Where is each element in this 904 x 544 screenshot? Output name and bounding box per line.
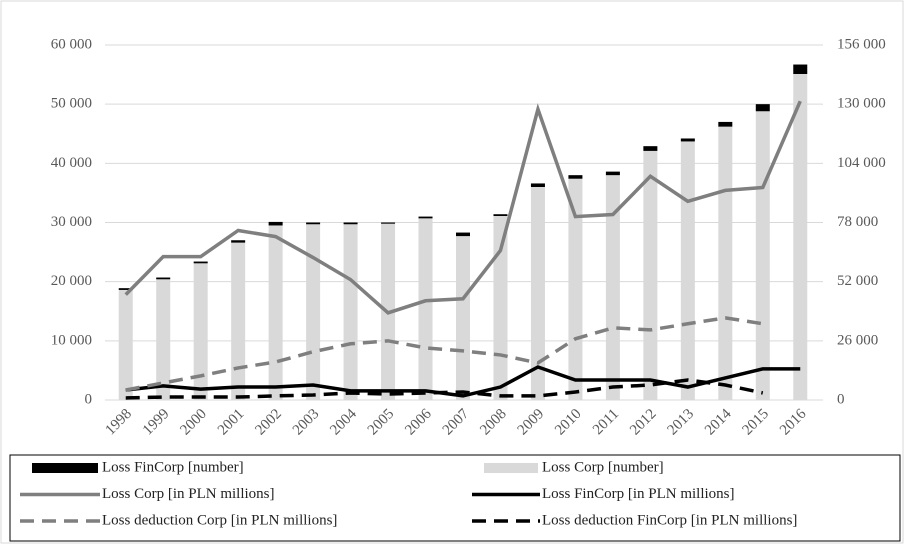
y2-tick-label: 78 000 xyxy=(837,214,878,230)
bar xyxy=(306,222,321,225)
legend-label: Loss FinCorp [in PLN millions] xyxy=(542,486,735,502)
bar xyxy=(793,73,808,400)
bar xyxy=(568,175,583,179)
bar xyxy=(456,232,470,237)
bar xyxy=(568,178,583,400)
legend-label: Loss FinCorp [number] xyxy=(102,459,244,475)
bar xyxy=(268,221,283,226)
bar xyxy=(118,289,133,400)
bar xyxy=(118,288,133,290)
bar xyxy=(156,279,171,400)
y2-tick-label: 0 xyxy=(837,391,845,407)
legend-label: Loss Corp [number] xyxy=(542,459,664,475)
bar xyxy=(343,222,358,225)
bar xyxy=(456,236,470,400)
bar xyxy=(680,141,695,401)
y-tick-label: 60 000 xyxy=(51,36,92,52)
y2-tick-label: 130 000 xyxy=(837,96,886,112)
legend-label: Loss deduction Corp [in PLN millions] xyxy=(102,512,337,528)
bar xyxy=(418,218,433,400)
bar xyxy=(193,261,208,264)
y2-tick-label: 26 000 xyxy=(837,332,878,348)
bar xyxy=(418,216,433,219)
bar xyxy=(755,111,770,401)
bar xyxy=(156,277,171,280)
y2-tick-label: 104 000 xyxy=(837,155,886,171)
bar xyxy=(605,171,620,176)
legend-label: Loss deduction FinCorp [in PLN millions] xyxy=(542,512,797,528)
bar xyxy=(493,215,508,400)
y-tick-label: 40 000 xyxy=(51,155,92,171)
legend-swatch xyxy=(484,463,538,473)
bar xyxy=(306,224,321,400)
y2-tick-label: 156 000 xyxy=(837,36,886,52)
y-tick-label: 20 000 xyxy=(51,273,92,289)
bar xyxy=(643,146,658,151)
bar xyxy=(493,214,508,216)
bar xyxy=(718,126,733,401)
bar xyxy=(718,121,733,127)
y2-tick-label: 52 000 xyxy=(837,273,878,289)
bar xyxy=(755,104,770,112)
legend-swatch xyxy=(32,463,98,473)
line-series xyxy=(125,378,764,400)
legend-label: Loss Corp [in PLN millions] xyxy=(102,486,275,502)
y-tick-label: 10 000 xyxy=(51,332,92,348)
bar xyxy=(231,240,246,243)
line-series xyxy=(124,100,802,315)
bar xyxy=(530,183,545,187)
bar xyxy=(643,150,658,400)
y-tick-label: 30 000 xyxy=(51,214,92,230)
line-series xyxy=(125,365,801,398)
y-tick-label: 0 xyxy=(85,391,93,407)
legend-frame xyxy=(9,454,901,542)
bar xyxy=(793,64,808,74)
y-tick-label: 50 000 xyxy=(51,96,92,112)
bar xyxy=(605,175,620,400)
bar xyxy=(680,138,695,142)
bar xyxy=(193,263,208,400)
bar xyxy=(268,225,283,400)
bar xyxy=(381,222,396,224)
bar xyxy=(343,224,358,400)
bar xyxy=(530,187,545,400)
bar xyxy=(231,242,246,400)
legend: Loss FinCorp [number] Loss Corp [number] L… xyxy=(20,459,797,528)
